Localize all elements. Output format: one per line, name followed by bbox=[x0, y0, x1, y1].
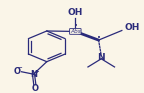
Text: −: − bbox=[17, 65, 22, 71]
Text: •: • bbox=[74, 23, 78, 29]
Text: +: + bbox=[34, 69, 39, 74]
Text: O: O bbox=[14, 67, 21, 76]
Text: OH: OH bbox=[125, 23, 140, 32]
Text: OH: OH bbox=[68, 8, 83, 17]
Text: N: N bbox=[31, 70, 38, 79]
Text: N: N bbox=[97, 53, 105, 62]
Text: Abs: Abs bbox=[70, 29, 81, 34]
Text: O: O bbox=[31, 84, 38, 93]
Text: •: • bbox=[97, 35, 101, 41]
